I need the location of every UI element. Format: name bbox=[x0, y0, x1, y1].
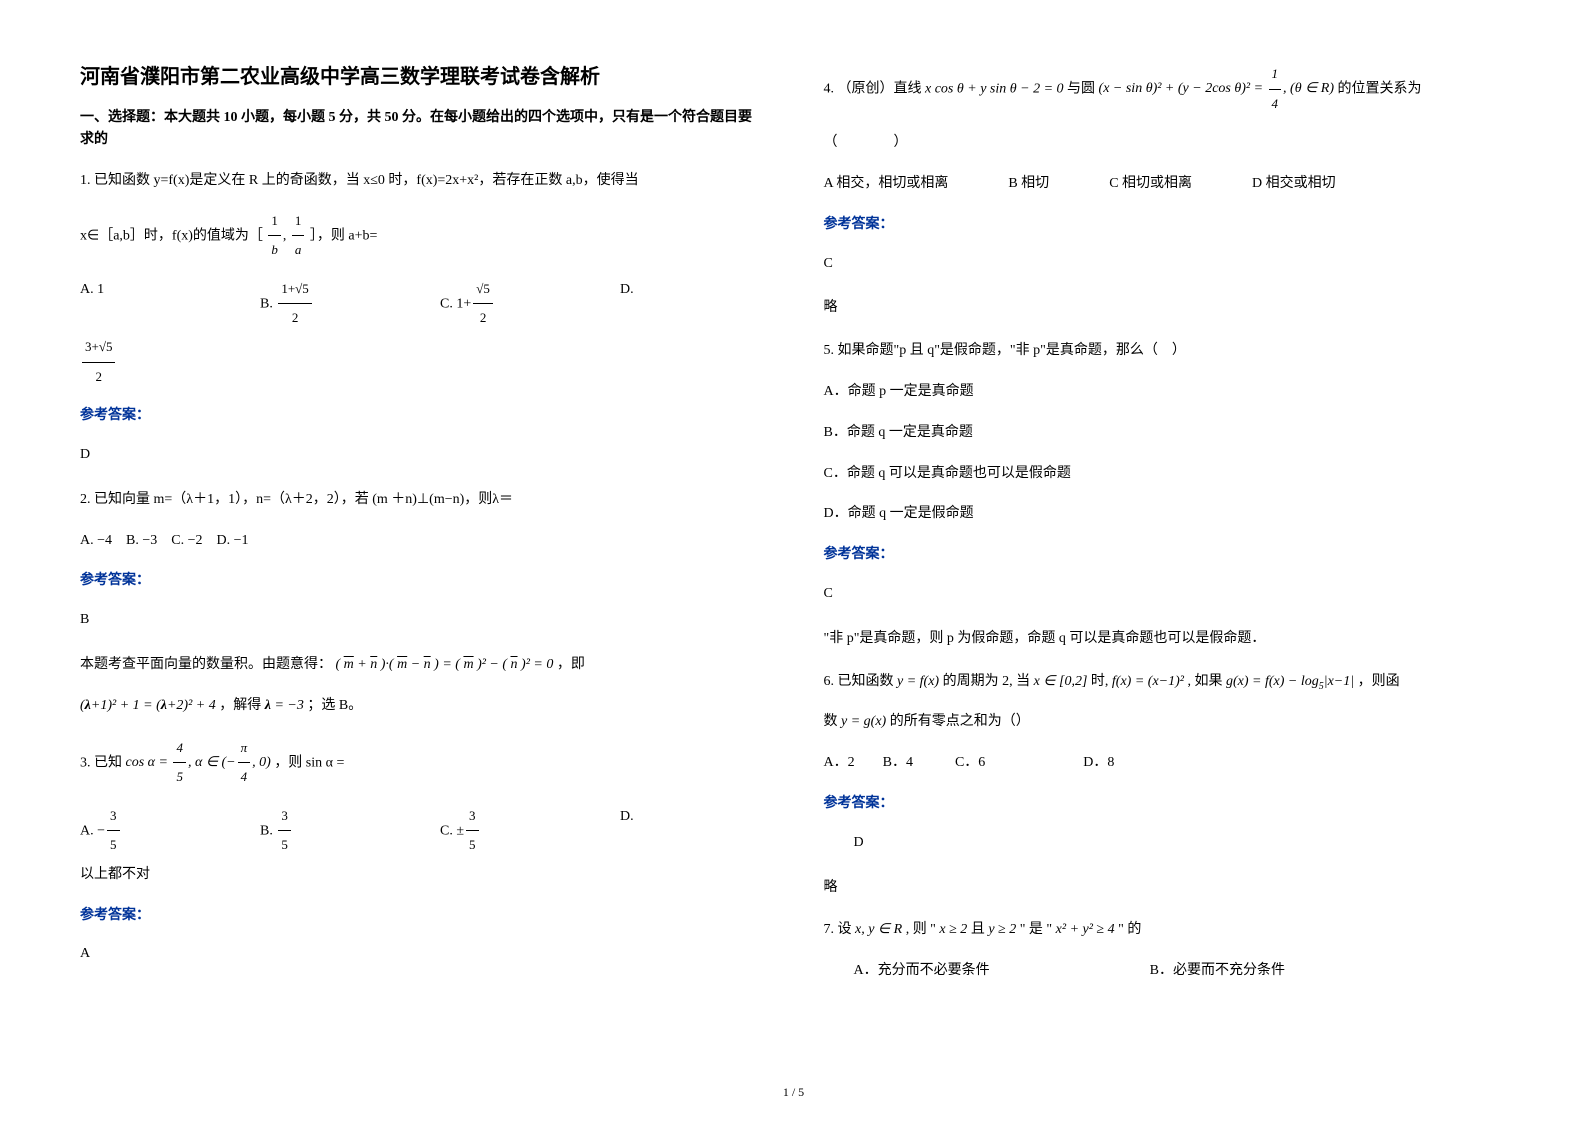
question-4: 4. （原创）直线 x cos θ + y sin θ − 2 = 0 与圆 (… bbox=[824, 60, 1508, 324]
q1-stem2: x∈［a,b］时，f(x)的值域为［ bbox=[80, 228, 263, 243]
q2-explain1: 本题考查平面向量的数量积。由题意得： bbox=[80, 657, 332, 672]
answer-label: 参考答案： bbox=[824, 540, 1508, 571]
q6-explain: 略 bbox=[824, 880, 838, 895]
q4-stem3: 的位置关系为 bbox=[1338, 81, 1422, 96]
math-expr: y = f(x) bbox=[897, 674, 939, 689]
q5-optA: A．命题 p 一定是真命题 bbox=[824, 384, 974, 399]
q6-stem2: 的周期为 2, 当 bbox=[943, 674, 1031, 689]
q7-stem3: 且 bbox=[971, 922, 989, 937]
q2-stem: 2. 已知向量 m=（λ＋1，1），n=（λ＋2，2），若 (m ＋n)⊥(m−… bbox=[80, 492, 513, 507]
q4-explain: 略 bbox=[824, 300, 838, 315]
q7-stem5: " 的 bbox=[1118, 922, 1141, 937]
q3-optA: A. −35 bbox=[80, 802, 140, 860]
q7-stem2: , 则 " bbox=[906, 922, 940, 937]
q3-optB: B. 35 bbox=[260, 802, 320, 860]
q5-optB: B．命题 q 一定是真命题 bbox=[824, 425, 973, 440]
q6-stem6: 数 bbox=[824, 714, 838, 729]
q4-optD: D 相交或相切 bbox=[1252, 169, 1336, 200]
q7-optA: A．充分而不必要条件 bbox=[854, 956, 990, 987]
math-expr: cos α = 45, α ∈ (−π4, 0) bbox=[126, 755, 271, 770]
q2-explain2: ，即 bbox=[557, 657, 585, 672]
q1-stem3: ］，则 a+b= bbox=[310, 228, 378, 243]
math-expr: y = g(x) bbox=[841, 714, 886, 729]
answer-label: 参考答案： bbox=[80, 401, 764, 432]
q4-stem2: 与圆 bbox=[1067, 81, 1095, 96]
q5-optD: D．命题 q 一定是假命题 bbox=[824, 506, 974, 521]
q4-answer: C bbox=[824, 249, 1508, 280]
q6-answer: D bbox=[854, 828, 1508, 859]
answer-label: 参考答案： bbox=[80, 566, 764, 597]
math-expr: y ≥ 2 bbox=[988, 922, 1016, 937]
q3-stem1: 3. 已知 bbox=[80, 755, 122, 770]
q5-explain: "非 p"是真命题，则 p 为假命题，命题 q 可以是真命题也可以是假命题． bbox=[824, 631, 1266, 646]
question-5: 5. 如果命题"p 且 q"是假命题，"非 p"是真命题，那么（ ） A．命题 … bbox=[824, 336, 1508, 654]
q5-answer: C bbox=[824, 579, 1508, 610]
q2-explain4: ；选 B。 bbox=[307, 698, 362, 713]
q4-stem4: （ ） bbox=[824, 135, 908, 150]
q2-answer: B bbox=[80, 605, 764, 636]
q6-stem4: , 如果 bbox=[1187, 674, 1222, 689]
q6-stem3: 时, bbox=[1091, 674, 1109, 689]
q4-stem1: 4. （原创）直线 bbox=[824, 81, 922, 96]
fraction-icon: √52 bbox=[473, 275, 493, 333]
q1-optC: C. 1+√52 bbox=[440, 275, 500, 333]
math-expr: g(x) = f(x) − log5|x−1| bbox=[1226, 674, 1354, 689]
q7-optB: B．必要而不充分条件 bbox=[1150, 956, 1285, 987]
q6-opts: A．2 B．4 C．6 D．8 bbox=[824, 755, 1115, 770]
q1-stem1: 1. 已知函数 y=f(x)是定义在 R 上的奇函数，当 x≤0 时，f(x)=… bbox=[80, 173, 639, 188]
q2-explain3: ，解得 bbox=[219, 698, 261, 713]
question-7: 7. 设 x, y ∈ R , 则 " x ≥ 2 且 y ≥ 2 " 是 " … bbox=[824, 915, 1508, 987]
q7-stem4: " 是 " bbox=[1020, 922, 1056, 937]
left-column: 河南省濮阳市第二农业高级中学高三数学理联考试卷含解析 一、选择题：本大题共 10… bbox=[80, 60, 764, 999]
q2-opts: A. −4 B. −3 C. −2 D. −1 bbox=[80, 533, 248, 548]
page-title: 河南省濮阳市第二农业高级中学高三数学理联考试卷含解析 bbox=[80, 60, 764, 89]
fraction-icon: 35 bbox=[278, 802, 291, 860]
page-number: 1 / 5 bbox=[783, 1085, 804, 1100]
q3-optD-text: 以上都不对 bbox=[80, 867, 150, 882]
fraction-icon: 1a bbox=[292, 207, 305, 265]
math-expr: f(x) = (x−1)² bbox=[1112, 674, 1184, 689]
math-expr: x ∈ [0,2] bbox=[1034, 674, 1088, 689]
question-1: 1. 已知函数 y=f(x)是定义在 R 上的奇函数，当 x≤0 时，f(x)=… bbox=[80, 166, 764, 471]
right-column: 4. （原创）直线 x cos θ + y sin θ − 2 = 0 与圆 (… bbox=[824, 60, 1508, 999]
math-expr: ( m + n )·( m − n ) = ( m )² − ( n )² = … bbox=[336, 657, 554, 672]
math-expr: x ≥ 2 bbox=[939, 922, 967, 937]
q6-stem1: 6. 已知函数 bbox=[824, 674, 894, 689]
q1-answer: D bbox=[80, 440, 764, 471]
question-6: 6. 已知函数 y = f(x) 的周期为 2, 当 x ∈ [0,2] 时, … bbox=[824, 667, 1508, 904]
q4-optB: B 相切 bbox=[1008, 169, 1049, 200]
fraction-icon: 1b bbox=[268, 207, 281, 265]
fraction-icon: 3+√52 bbox=[82, 333, 115, 391]
section-header: 一、选择题：本大题共 10 小题，每小题 5 分，共 50 分。在每小题给出的四… bbox=[80, 107, 764, 152]
q3-stem2: ，则 sin α = bbox=[274, 755, 344, 770]
answer-label: 参考答案： bbox=[824, 789, 1508, 820]
q4-optC: C 相切或相离 bbox=[1109, 169, 1192, 200]
math-expr: x cos θ + y sin θ − 2 = 0 bbox=[925, 81, 1064, 96]
q1-optB: B. 1+√52 bbox=[260, 275, 320, 333]
q1-optA: A. 1 bbox=[80, 275, 140, 333]
answer-label: 参考答案： bbox=[80, 901, 764, 932]
q6-stem7: 的所有零点之和为（） bbox=[890, 714, 1030, 729]
math-expr: λ = −3 bbox=[265, 698, 304, 713]
question-2: 2. 已知向量 m=（λ＋1，1），n=（λ＋2，2），若 (m ＋n)⊥(m−… bbox=[80, 485, 764, 722]
fraction-icon: 35 bbox=[107, 802, 120, 860]
answer-label: 参考答案： bbox=[824, 210, 1508, 241]
q7-stem1: 7. 设 bbox=[824, 922, 852, 937]
q3-optC: C. ±35 bbox=[440, 802, 500, 860]
fraction-icon: 1+√52 bbox=[278, 275, 311, 333]
fraction-icon: 35 bbox=[466, 802, 479, 860]
q1-optD: D. bbox=[620, 275, 680, 333]
math-expr: (λ+1)² + 1 = (λ+2)² + 4 bbox=[80, 698, 216, 713]
question-3: 3. 已知 cos α = 45, α ∈ (−π4, 0) ，则 sin α … bbox=[80, 734, 764, 971]
math-expr: (x − sin θ)² + (y − 2cos θ)² = 14, (θ ∈ … bbox=[1099, 81, 1334, 96]
q5-optC: C．命题 q 可以是真命题也可以是假命题 bbox=[824, 466, 1071, 481]
q3-answer: A bbox=[80, 939, 764, 970]
math-expr: x² + y² ≥ 4 bbox=[1056, 922, 1115, 937]
q4-optA: A 相交，相切或相离 bbox=[824, 169, 949, 200]
q3-optD: D. bbox=[620, 802, 680, 860]
math-expr: x, y ∈ R bbox=[855, 922, 902, 937]
q5-stem: 5. 如果命题"p 且 q"是假命题，"非 p"是真命题，那么（ ） bbox=[824, 343, 1186, 358]
q6-stem5: ，则函 bbox=[1358, 674, 1400, 689]
